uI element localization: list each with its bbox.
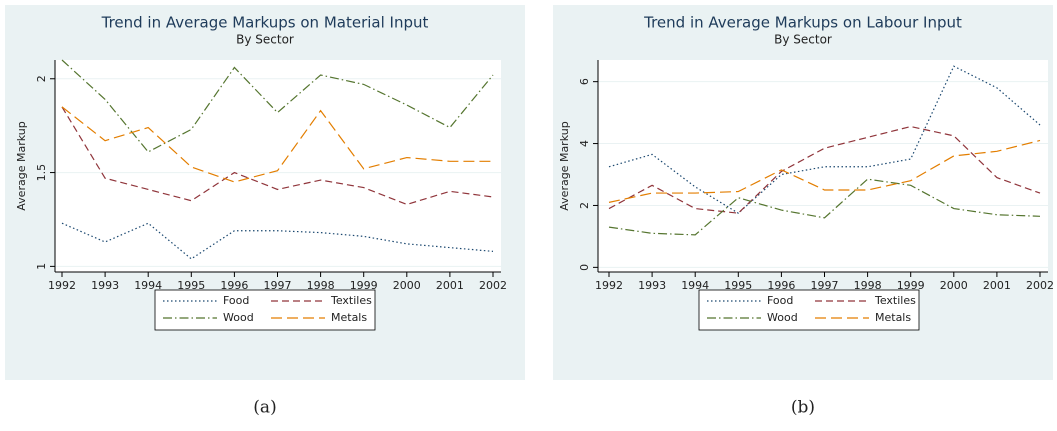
panel-caption: (b): [791, 398, 815, 418]
x-tick-label: 2000: [393, 279, 421, 292]
y-tick-label: 2: [35, 75, 48, 82]
legend-label: Food: [223, 294, 249, 307]
y-tick-label: 4: [578, 140, 591, 147]
x-tick-label: 1998: [307, 279, 335, 292]
series-line: [608, 65, 1041, 214]
x-tick-label: 2002: [1026, 279, 1054, 292]
legend-label: Textiles: [874, 294, 916, 307]
series-line: [608, 125, 1041, 214]
x-tick-label: 1998: [854, 279, 882, 292]
legend-label: Metals: [331, 311, 367, 324]
x-tick-label: 1992: [595, 279, 623, 292]
panel-caption: (a): [253, 398, 276, 418]
series-line: [61, 106, 494, 206]
legend-label: Wood: [223, 311, 254, 324]
chart-title: Trend in Average Markups on Material Inp…: [101, 14, 429, 32]
y-tick-label: 2: [578, 202, 591, 209]
legend-label: Wood: [767, 311, 798, 324]
plot-region: [55, 60, 501, 272]
series-line: [608, 139, 1041, 203]
x-tick-label: 1994: [134, 279, 162, 292]
plot-region: [598, 60, 1048, 272]
x-tick-label: 1992: [48, 279, 76, 292]
y-tick-label: 0: [578, 264, 591, 271]
series-line: [61, 59, 494, 153]
legend-label: Food: [767, 294, 793, 307]
x-tick-label: 1995: [177, 279, 205, 292]
x-tick-label: 1997: [811, 279, 839, 292]
x-tick-label: 1993: [638, 279, 666, 292]
x-tick-label: 2002: [479, 279, 507, 292]
y-tick-label: 1.5: [35, 164, 48, 182]
x-tick-label: 1993: [91, 279, 119, 292]
x-tick-label: 1996: [220, 279, 248, 292]
x-tick-label: 1994: [681, 279, 709, 292]
x-tick-label: 1995: [724, 279, 752, 292]
x-tick-label: 1999: [350, 279, 378, 292]
x-tick-label: 1997: [264, 279, 292, 292]
x-tick-label: 1999: [897, 279, 925, 292]
series-line: [61, 222, 494, 260]
x-tick-label: 2001: [983, 279, 1011, 292]
y-axis-label: Average Markup: [15, 121, 28, 210]
series-line: [608, 178, 1041, 236]
legend-box: [698, 289, 920, 331]
x-tick-label: 2001: [436, 279, 464, 292]
y-tick-label: 6: [578, 78, 591, 85]
legend-box: [154, 289, 376, 331]
chart-subtitle: By Sector: [236, 33, 294, 47]
series-line: [61, 106, 493, 183]
legend-label: Textiles: [330, 294, 372, 307]
chart-title: Trend in Average Markups on Labour Input: [643, 14, 962, 32]
chart-subtitle: By Sector: [774, 33, 832, 47]
y-axis-label: Average Markup: [558, 121, 571, 210]
y-tick-label: 1: [35, 263, 48, 270]
x-tick-label: 2000: [940, 279, 968, 292]
legend-label: Metals: [875, 311, 911, 324]
x-tick-label: 1996: [767, 279, 795, 292]
